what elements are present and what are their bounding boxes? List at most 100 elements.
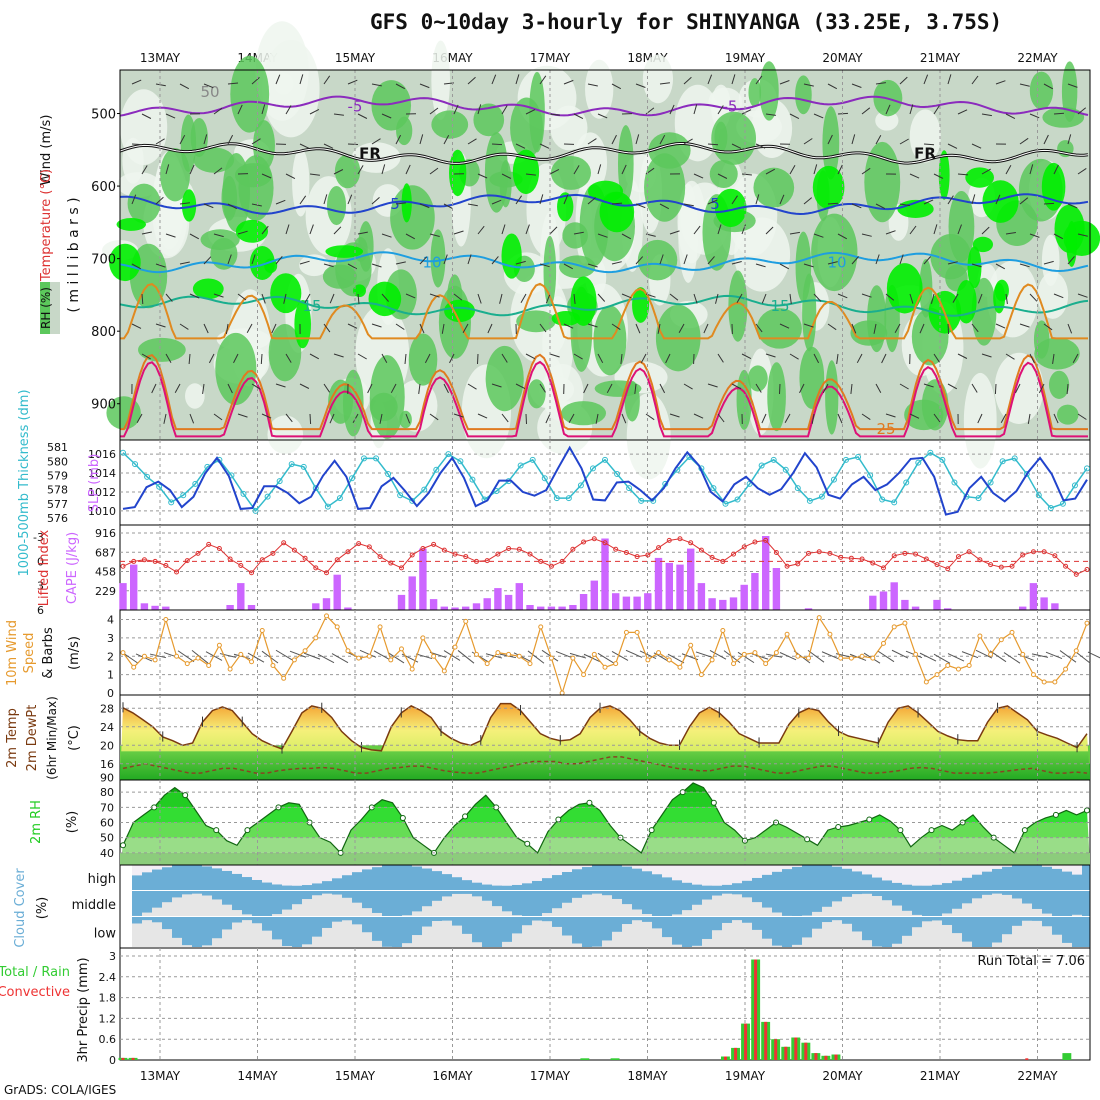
thickness-point <box>469 476 476 483</box>
wind10-point <box>977 633 983 639</box>
wind-barb <box>707 383 718 388</box>
li-point <box>420 545 426 551</box>
li-point <box>174 569 180 575</box>
wind-barb <box>1077 107 1087 115</box>
li-point <box>195 550 201 556</box>
wind-barb <box>515 260 526 265</box>
cloud-gap <box>332 921 342 948</box>
wind-barb <box>947 323 950 335</box>
wind-barb <box>501 105 508 115</box>
wind-barb <box>885 104 891 115</box>
wind-barb <box>323 383 331 393</box>
thickness-point <box>373 455 380 462</box>
cape-bar <box>130 564 138 610</box>
wind-barb <box>1077 413 1087 420</box>
top-date-label: 13MAY <box>140 51 181 65</box>
thickness-point <box>987 479 994 486</box>
li-point <box>773 550 779 556</box>
wind10-barb <box>667 653 685 664</box>
rh-high-patch <box>234 163 272 188</box>
cape-bar <box>537 606 545 610</box>
wind-barb <box>811 413 815 424</box>
wind-barb <box>894 323 901 333</box>
wind-barb <box>501 173 512 179</box>
cape-bar <box>140 603 149 610</box>
top-date-label: 21MAY <box>920 51 961 65</box>
wind10-barb <box>429 651 447 658</box>
wind10-barb <box>555 650 573 659</box>
rh-high-patch <box>485 345 524 412</box>
wind-barb <box>237 230 248 235</box>
li-point <box>1030 549 1036 555</box>
wind10-barb <box>247 652 265 663</box>
wind-barb <box>1052 353 1055 364</box>
wind-barb <box>779 194 785 205</box>
cloud-gap <box>212 865 222 869</box>
wind10-label-2: Speed <box>22 633 37 674</box>
li-point <box>795 561 801 567</box>
cloud-gap <box>432 921 442 948</box>
wind10-point <box>1073 648 1079 654</box>
wind-barb <box>1067 256 1075 265</box>
rh2m-point <box>928 827 935 834</box>
bottom-date-label: 18MAY <box>627 1069 668 1083</box>
thickness-line <box>122 451 1088 513</box>
wind-barb <box>659 203 670 210</box>
li-point <box>1063 563 1069 569</box>
wind10-barb <box>331 653 349 664</box>
wind-barb <box>395 261 406 265</box>
wind-barb <box>731 143 742 149</box>
wind-barb <box>659 82 670 85</box>
cloud-gap <box>542 913 552 917</box>
wind-barb <box>275 74 281 85</box>
wind-barb <box>151 383 157 394</box>
wind-barb <box>453 413 464 418</box>
wind-barb <box>717 105 724 115</box>
wind-barb <box>323 143 334 149</box>
cloud-gap <box>332 894 342 917</box>
wind-barb <box>381 113 392 119</box>
cloud-gap <box>732 894 742 917</box>
thickness-point <box>1084 465 1090 472</box>
wind-barb <box>731 74 736 85</box>
cape-bar <box>622 596 631 610</box>
cape-bar <box>322 598 331 610</box>
wind-barb <box>477 293 482 304</box>
li-point <box>1073 571 1079 577</box>
wind-barb <box>803 83 814 87</box>
wind10-point <box>677 664 683 670</box>
wind10-point <box>398 646 404 652</box>
rh-high-patch <box>1042 106 1085 128</box>
wind-barb <box>352 413 359 423</box>
wind-barb <box>227 254 232 265</box>
temp-line <box>122 702 1088 752</box>
wind-barb <box>909 293 914 304</box>
rh2m-point <box>1052 811 1059 818</box>
wind10-barb <box>275 649 293 661</box>
wind-barb <box>813 353 820 364</box>
wind10-label-1: 10m Wind <box>5 620 20 686</box>
rh-low-patch <box>909 109 941 163</box>
li-point <box>656 545 662 551</box>
wind10-point <box>581 672 587 678</box>
li-point <box>998 564 1004 570</box>
wind-barb <box>611 83 622 90</box>
wind-barb <box>981 113 992 117</box>
wind10-barb <box>443 650 461 661</box>
cloud-gap <box>522 865 532 884</box>
rh-saturated-patch <box>353 284 366 298</box>
wind-barb <box>606 383 613 394</box>
wind10-point <box>806 655 812 661</box>
cloud-gap <box>762 907 772 917</box>
wind10-point <box>324 613 330 619</box>
li-point <box>152 558 158 564</box>
wind-barb <box>443 134 450 145</box>
rh-saturated-patch <box>938 150 950 200</box>
cloud-gap <box>462 865 472 881</box>
wind10-barb <box>891 649 909 659</box>
cloud-gap <box>702 899 712 917</box>
wind-barb <box>189 164 195 175</box>
wind-barb <box>678 323 685 333</box>
cloud-gap <box>422 906 432 917</box>
wind-barb <box>246 323 253 334</box>
